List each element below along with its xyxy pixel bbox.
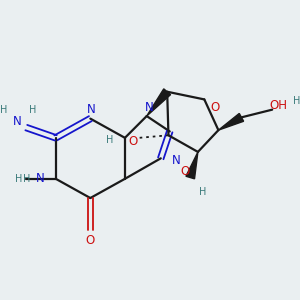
Text: N: N <box>87 103 96 116</box>
Text: H: H <box>15 174 22 184</box>
Polygon shape <box>186 152 198 179</box>
Text: H: H <box>0 105 7 115</box>
Polygon shape <box>147 89 171 116</box>
Text: N: N <box>145 100 154 114</box>
Text: OH: OH <box>270 99 288 112</box>
Text: H: H <box>22 174 30 184</box>
Polygon shape <box>218 113 244 130</box>
Text: H: H <box>106 135 113 146</box>
Text: N: N <box>13 115 22 128</box>
Text: H: H <box>293 96 300 106</box>
Text: N: N <box>172 154 181 167</box>
Text: O: O <box>181 165 190 178</box>
Text: O: O <box>128 135 137 148</box>
Text: H: H <box>199 187 207 196</box>
Text: O: O <box>210 100 219 114</box>
Text: N: N <box>36 172 45 185</box>
Text: O: O <box>86 234 95 247</box>
Text: H: H <box>29 105 36 115</box>
